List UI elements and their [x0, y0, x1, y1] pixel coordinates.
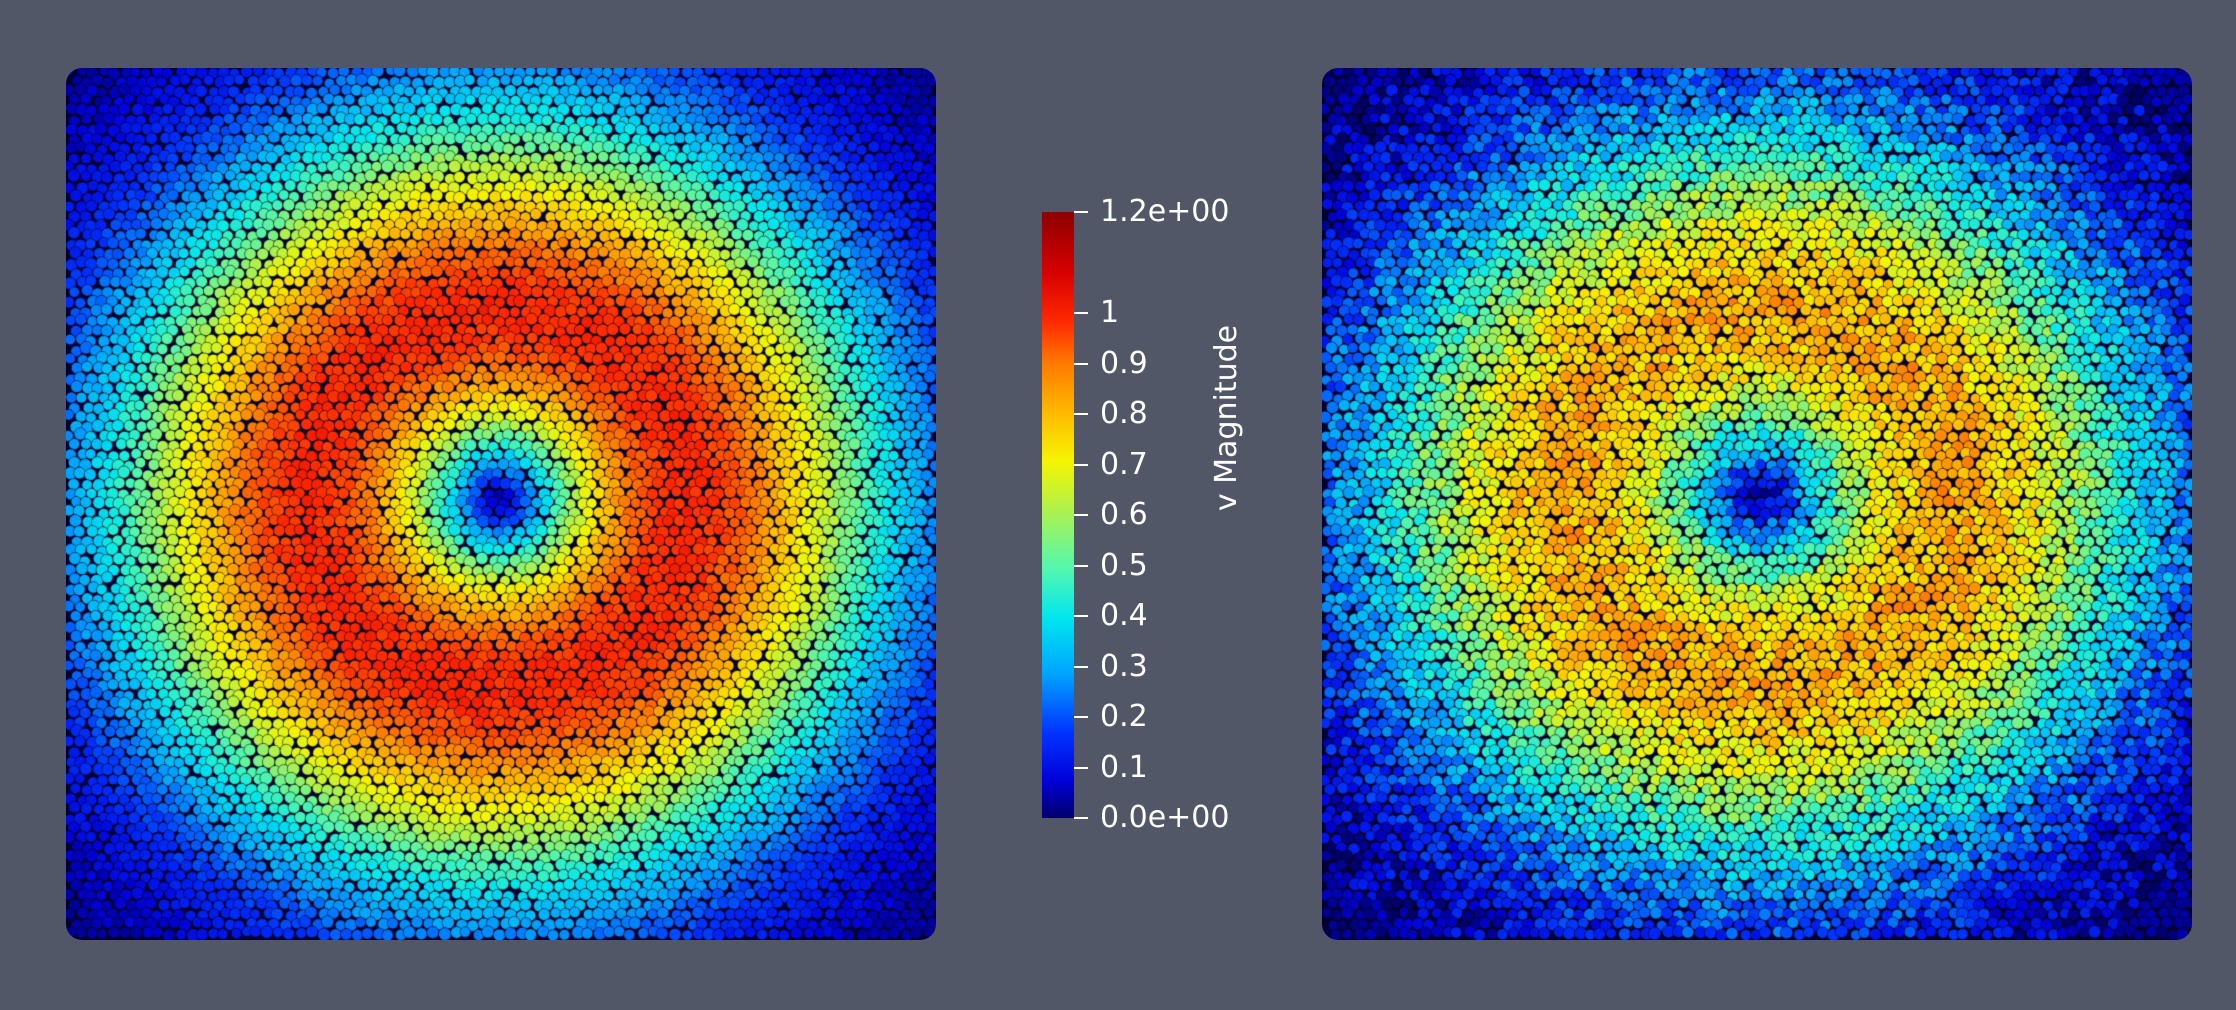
right-particle-canvas: [1322, 68, 2192, 940]
colorbar-tick-label: 0.5: [1100, 547, 1148, 583]
left-particle-canvas: [66, 68, 936, 940]
colorbar-gradient: [1042, 212, 1074, 818]
colorbar-tick-label: 0.9: [1100, 345, 1148, 381]
colorbar-tick: [1074, 413, 1088, 415]
colorbar-tick-label: 0.4: [1100, 598, 1148, 633]
scalar-colorbar: 1.2e+00 1 0.9 0.8 0.7 0.6 0.5 0.4 0.3 0.2 0.1 0.0e+…: [1040, 197, 1340, 833]
colorbar-tick-label: 0.6: [1100, 497, 1148, 532]
colorbar-tick-label: 1.2e+00: [1100, 194, 1230, 229]
colorbar-tick: [1074, 362, 1088, 365]
colorbar-tick: [1074, 463, 1088, 466]
colorbar-tick: [1074, 564, 1088, 567]
colorbar-tick: [1074, 817, 1088, 819]
colorbar-tick: [1074, 716, 1088, 718]
colorbar-tick: [1074, 211, 1088, 213]
colorbar-tick-label: 0.1: [1100, 749, 1148, 785]
colorbar-tick: [1074, 312, 1088, 314]
right-particle-view[interactable]: [1322, 68, 2192, 940]
colorbar-tick: [1074, 615, 1088, 617]
colorbar-tick: [1074, 514, 1088, 516]
colorbar-tick-label: 1: [1100, 295, 1120, 330]
left-particle-view[interactable]: [66, 68, 936, 940]
colorbar-tick-label: 0.3: [1100, 648, 1148, 684]
colorbar-tick: [1074, 665, 1088, 668]
colorbar-tick-label: 0.2: [1100, 699, 1148, 734]
colorbar-tick-label: 0.8: [1100, 396, 1148, 431]
colorbar-tick-label: 0.0e+00: [1100, 800, 1230, 835]
colorbar-title: v Magnitude: [1209, 324, 1244, 512]
colorbar-tick-label: 0.7: [1100, 446, 1148, 482]
colorbar-tick: [1074, 766, 1088, 769]
